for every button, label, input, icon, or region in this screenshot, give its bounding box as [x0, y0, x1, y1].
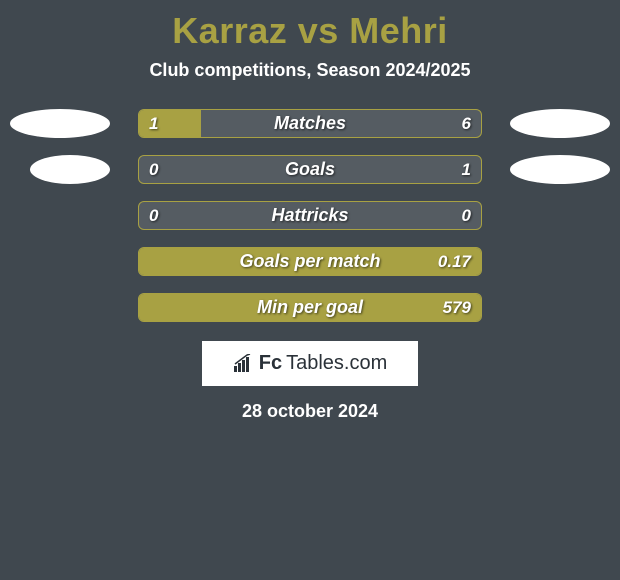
logo-box[interactable]: FcTables.com — [202, 341, 418, 386]
bar-track: 00Hattricks — [138, 201, 482, 230]
date-label: 28 october 2024 — [0, 401, 620, 422]
logo-text-fc: Fc — [259, 352, 282, 375]
page-title: Karraz vs Mehri — [0, 0, 620, 52]
bar-label: Goals per match — [139, 248, 481, 275]
chart-row: 579Min per goal — [0, 293, 620, 322]
bar-label: Min per goal — [139, 294, 481, 321]
chart-row: 00Hattricks — [0, 201, 620, 230]
bar-track: 16Matches — [138, 109, 482, 138]
bar-label: Matches — [139, 110, 481, 137]
page-subtitle: Club competitions, Season 2024/2025 — [0, 60, 620, 81]
bar-track: 01Goals — [138, 155, 482, 184]
bar-label: Hattricks — [139, 202, 481, 229]
player-badge-right — [510, 109, 610, 138]
comparison-chart: 16Matches 01Goals 00Hattricks 0.17Goals per… — [0, 109, 620, 322]
chart-row: 01Goals — [0, 155, 620, 184]
player-badge-left — [30, 155, 110, 184]
chart-row: 16Matches — [0, 109, 620, 138]
bar-track: 0.17Goals per match — [138, 247, 482, 276]
fctables-logo: FcTables.com — [233, 352, 388, 375]
bar-label: Goals — [139, 156, 481, 183]
player-badge-left — [10, 109, 110, 138]
logo-text-tables: Tables.com — [286, 352, 387, 375]
player-badge-right — [510, 155, 610, 184]
bar-chart-icon — [233, 354, 255, 374]
chart-row: 0.17Goals per match — [0, 247, 620, 276]
bar-track: 579Min per goal — [138, 293, 482, 322]
